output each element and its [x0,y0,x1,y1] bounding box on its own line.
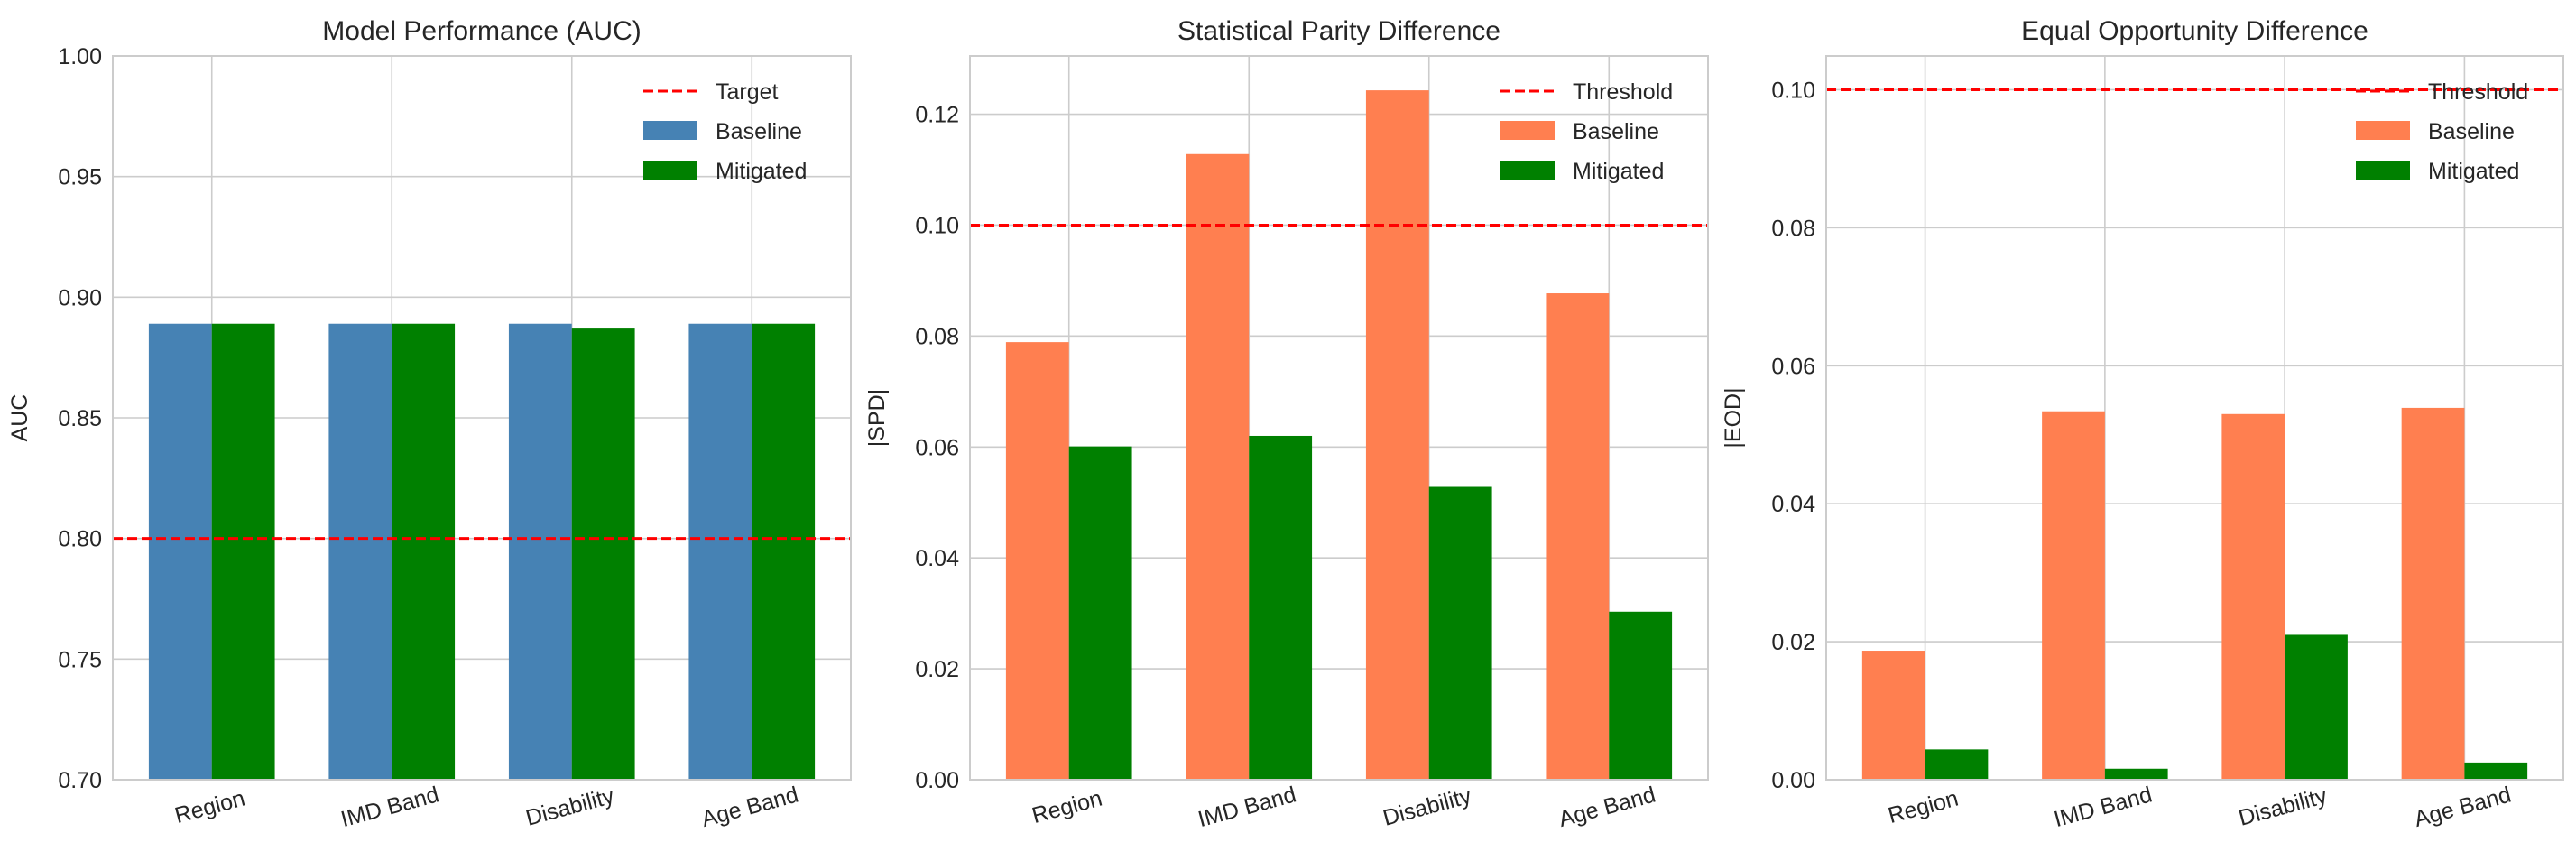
bar-baseline [148,323,212,780]
bar-mitigated [571,328,635,780]
x-tick-label: Region [1886,785,1962,828]
y-tick-label: 0.04 [915,546,959,571]
bar-baseline [2221,413,2285,780]
subplot-2: 0.00 0.02 0.04 0.06 0.08 0.10 0.12 Region IMD Ba… [864,16,1709,832]
bar-baseline [508,323,572,780]
y-tick-label: 0.00 [915,768,959,793]
y-tick-label: 1.00 [58,44,102,69]
bar-baseline [2042,411,2105,780]
legend: Target Baseline Mitigated [643,79,807,184]
bar-mitigated [752,323,816,780]
bar-baseline [2401,407,2465,780]
x-tick-label: Age Band [2412,782,2514,832]
bar-mitigated [1428,486,1492,780]
legend-label: Mitigated [1573,159,1664,184]
bar-baseline [688,323,752,780]
subplot-1: 0.70 0.75 0.80 0.85 0.90 0.95 1.00 Region IMD Ba… [7,16,852,832]
x-tick-label: Region [172,785,248,828]
legend-swatch-mitigated [643,161,697,180]
bar-baseline [1365,90,1429,781]
y-tick-label: 0.80 [58,527,102,552]
chart-title: Statistical Parity Difference [1177,16,1500,46]
bar-mitigated [1249,435,1313,780]
y-tick-label: 0.85 [58,406,102,431]
y-axis-label: |SPD| [864,389,890,447]
bar-mitigated [392,323,456,780]
y-tick-label: 0.12 [915,103,959,128]
y-tick-label: 0.95 [58,165,102,190]
legend-label: Baseline [716,119,802,144]
chart-title: Model Performance (AUC) [322,16,641,46]
legend-label: Baseline [1573,119,1659,144]
legend-label: Target [716,79,779,105]
legend-label: Threshold [2428,79,2528,105]
axes-frame [112,55,852,781]
x-tick-label: IMD Band [2051,782,2155,832]
chart-title: Equal Opportunity Difference [2021,16,2368,46]
legend-label: Mitigated [2428,159,2519,184]
legend: Threshold Baseline Mitigated [1500,79,1673,184]
x-tick-label: Disability [523,783,617,831]
y-tick-label: 0.75 [58,647,102,672]
x-tick-label: Disability [2236,783,2330,831]
bar-mitigated [2464,762,2528,780]
legend-label: Threshold [1573,79,1673,105]
y-tick-label: 0.00 [1771,768,1815,793]
y-tick-label: 0.08 [915,324,959,349]
bar-mitigated [1609,611,1673,780]
legend-swatch-mitigated [2356,161,2410,180]
legend-swatch-baseline [643,121,697,140]
legend-label: Baseline [2428,119,2515,144]
bar-mitigated [2285,634,2348,780]
x-tick-label: Region [1029,785,1105,828]
bar-mitigated [1068,446,1132,780]
y-tick-label: 0.90 [58,285,102,310]
y-tick-label: 0.08 [1771,216,1815,241]
bar-baseline [1546,293,1610,781]
bar-baseline [1005,342,1069,780]
bar-mitigated [2104,768,2168,780]
legend-label: Mitigated [716,159,807,184]
legend-swatch-baseline [2356,121,2410,140]
x-tick-label: Disability [1380,783,1474,831]
y-tick-label: 0.04 [1771,492,1815,517]
axes-frame [969,55,1709,781]
y-tick-label: 0.02 [915,657,959,682]
x-tick-label: IMD Band [1196,782,1299,832]
x-tick-label: Age Band [699,782,801,832]
y-tick-label: 0.70 [58,768,102,793]
y-tick-label: 0.02 [1771,630,1815,655]
subplot-3: 0.00 0.02 0.04 0.06 0.08 0.10 Region IMD Band Di… [1721,16,2564,832]
axes-frame [1825,55,2564,781]
x-tick-label: IMD Band [338,782,442,832]
bar-baseline [328,323,392,780]
bar-baseline [1861,651,1925,780]
y-tick-label: 0.06 [1771,354,1815,379]
legend-swatch-mitigated [1500,161,1555,180]
legend-swatch-baseline [1500,121,1555,140]
y-tick-label: 0.10 [1771,78,1815,103]
bar-mitigated [1925,749,1989,780]
legend: Threshold Baseline Mitigated [2356,79,2528,184]
y-tick-label: 0.06 [915,435,959,460]
y-axis-label: AUC [7,394,32,442]
y-tick-label: 0.10 [915,213,959,238]
y-axis-label: |EOD| [1721,387,1746,448]
bar-mitigated [211,323,275,780]
bar-baseline [1186,153,1250,781]
x-tick-label: Age Band [1556,782,1658,832]
